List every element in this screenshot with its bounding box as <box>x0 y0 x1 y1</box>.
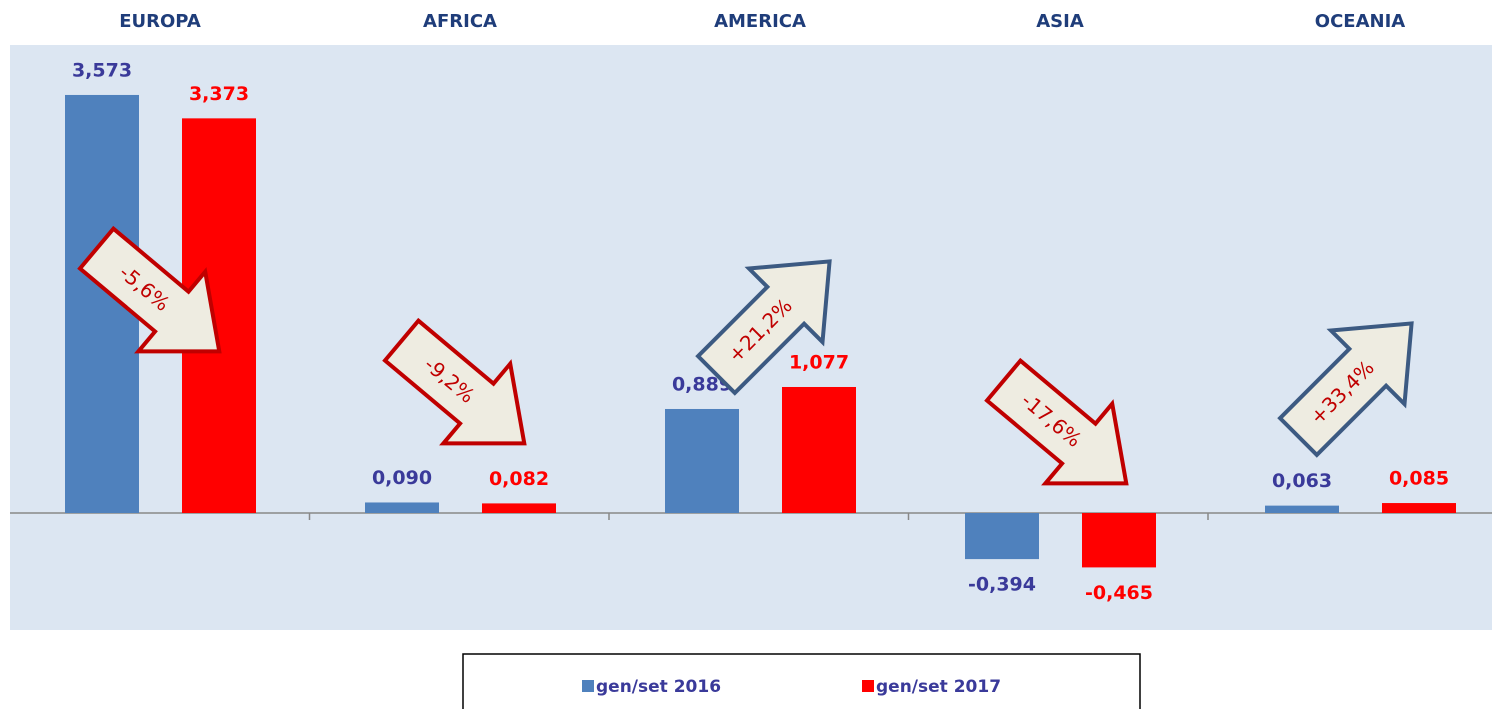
arrow-shape <box>984 357 1129 486</box>
category-label: AFRICA <box>423 11 497 32</box>
legend-swatch <box>862 680 874 692</box>
category-label: EUROPA <box>119 11 201 32</box>
bar <box>1265 505 1339 513</box>
arrow-shape <box>77 225 222 354</box>
annotation-arrow: -5,6% <box>77 225 222 354</box>
bar <box>482 503 556 513</box>
bar <box>1082 513 1156 568</box>
category-label: ASIA <box>1036 11 1084 32</box>
data-label: 0,085 <box>1389 468 1449 490</box>
data-label: 0,090 <box>372 467 432 489</box>
annotation-arrow: -9,2% <box>382 317 527 446</box>
data-label: 0,082 <box>489 468 549 490</box>
legend-label: gen/set 2017 <box>876 677 1001 697</box>
bar <box>1382 503 1456 513</box>
data-label: 3,373 <box>189 83 249 105</box>
category-label: OCEANIA <box>1315 11 1406 32</box>
bar <box>782 386 856 513</box>
legend-label: gen/set 2016 <box>596 677 721 697</box>
bar <box>665 408 739 513</box>
category-label: AMERICA <box>714 11 806 32</box>
legend-box <box>462 653 1141 709</box>
bar <box>965 513 1039 560</box>
legend-swatch <box>582 680 594 692</box>
bar <box>365 502 439 513</box>
arrow-shape <box>695 259 832 396</box>
data-label: 0,889 <box>672 373 732 395</box>
data-label: 1,077 <box>789 351 849 373</box>
data-label: -0,394 <box>968 574 1036 596</box>
data-label: -0,465 <box>1085 582 1153 604</box>
arrow-shape <box>382 317 527 446</box>
data-label: 0,063 <box>1272 470 1332 492</box>
arrow-shape <box>1277 321 1414 458</box>
data-label: 3,573 <box>72 59 132 81</box>
